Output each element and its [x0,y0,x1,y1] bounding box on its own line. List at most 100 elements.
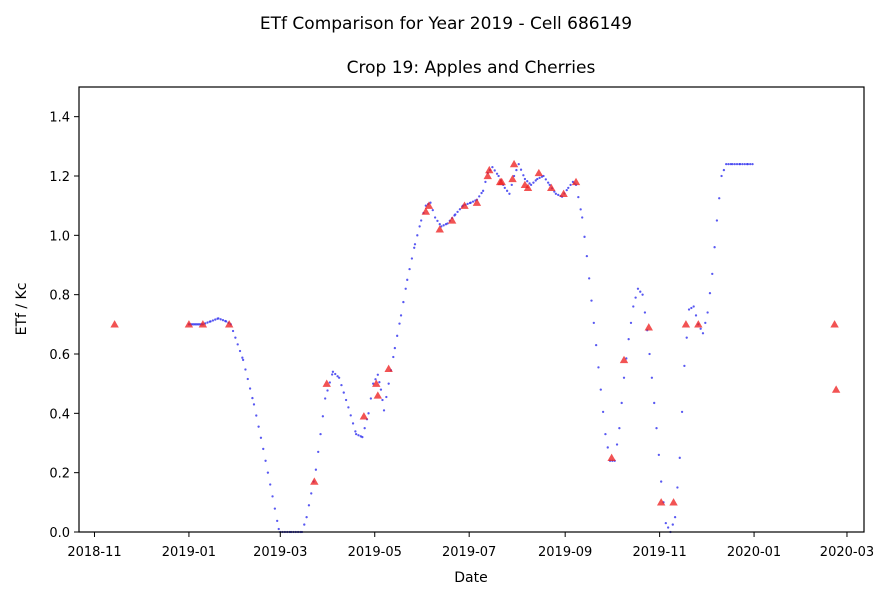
curve-point [627,338,630,341]
curve-point [615,443,619,446]
observed-marker [372,379,381,387]
x-tick-label: 2020-03 [820,545,874,560]
curve-point [317,450,320,454]
curve-point [438,223,441,226]
observed-marker [373,391,383,399]
curve-point [231,329,235,333]
curve-point [538,176,541,180]
curve-point [749,162,752,166]
curve-point [751,162,754,166]
y-tick-label: 0.2 [49,467,70,482]
plot-frame [78,86,865,533]
curve-point [238,349,242,353]
curve-point [565,188,568,192]
x-axis-label: Date [454,570,487,586]
curve-point [224,320,228,323]
curve-point [219,318,222,321]
curve-point [307,504,311,507]
observed-marker [322,379,331,387]
curve-point [206,321,209,324]
curve-point [273,507,277,510]
curve-point [634,296,637,299]
curve-point [701,332,705,335]
curve-point [314,468,318,471]
curve-point [217,317,220,320]
curve-point [510,183,513,187]
curve-point [722,168,726,172]
curve-point [666,526,670,529]
curve-point [577,195,580,199]
observed-marker [534,168,544,177]
curve-point [643,311,647,314]
curve-point [678,456,681,459]
curve-point [321,415,325,418]
curve-point [331,373,334,376]
curve-point [497,174,500,178]
curve-point [735,162,739,166]
curve-point [657,453,660,457]
curve-point [569,183,572,187]
curve-point [664,521,667,525]
observed-marker [523,183,533,192]
curve-point [257,425,260,428]
curve-point [738,162,742,166]
x-tick-label: 2020-01 [727,545,781,560]
curve-point [629,321,633,324]
curve-point [741,162,744,166]
curve-point [347,406,350,409]
y-tick-label: 1.4 [49,111,70,126]
curve-point [671,523,674,526]
plot-area [110,159,841,534]
curve-point [534,179,537,182]
curve-point [342,391,345,394]
chart-title: Crop 19: Apples and Cherries [347,58,596,78]
curve-point [505,189,509,192]
curve-point [234,336,237,339]
curve-point [354,430,357,433]
curve-point [581,216,584,219]
curve-point [259,436,263,439]
chart-suptitle: ETf Comparison for Year 2019 - Cell 6861… [260,14,632,34]
curve-point [393,346,397,350]
curve-point [743,162,746,166]
curve-point [594,343,598,347]
curve-point [214,318,217,321]
curve-point [636,287,640,290]
curve-point [727,162,730,166]
curve-point [262,447,265,451]
curve-point [340,384,343,387]
curve-point [597,366,600,369]
curve-point [413,243,417,246]
curve-point [554,192,558,195]
curve-point [685,336,688,339]
observed-marker [656,498,666,506]
observed-marker [224,320,234,328]
curve-point [622,376,626,379]
observed-marker [198,320,208,328]
curve-point [446,222,449,225]
y-axis: 0.0 0.2 0.4 0.6 0.8 1.0 1.2 1.4 [49,111,79,541]
curve-point [328,381,331,384]
curve-point [379,388,383,391]
curve-point [711,272,714,276]
curve-point [436,219,439,223]
curve-point [567,186,570,190]
curve-point [713,246,716,249]
curve-point [683,364,686,368]
x-tick-label: 2019-07 [442,545,496,560]
curve-point [303,523,306,526]
curve-point [416,234,419,237]
curve-point [585,254,589,258]
curve-point [387,382,390,385]
x-tick-label: 2019-05 [348,545,402,560]
curve-point [431,208,434,212]
curve-point [369,397,373,400]
curve-point [252,403,256,406]
curve-point [324,397,327,400]
curve-point [676,486,679,489]
curve-point [266,471,270,474]
curve-point [528,182,531,185]
curve-point [378,381,381,384]
curve-point [484,180,487,184]
curve-point [466,202,469,206]
